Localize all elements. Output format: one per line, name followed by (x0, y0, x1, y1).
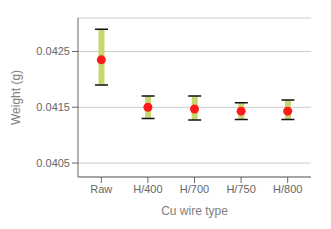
svg-text:Weight (g): Weight (g) (9, 70, 23, 125)
svg-text:H/750: H/750 (226, 183, 255, 195)
svg-text:0.0405: 0.0405 (36, 157, 70, 169)
svg-text:0.0425: 0.0425 (36, 45, 70, 57)
svg-text:0.0415: 0.0415 (36, 101, 70, 113)
svg-text:Cu wire type: Cu wire type (161, 204, 228, 218)
svg-text:H/400: H/400 (133, 183, 162, 195)
svg-text:H/700: H/700 (180, 183, 209, 195)
svg-text:Raw: Raw (90, 183, 112, 195)
svg-text:H/800: H/800 (273, 183, 302, 195)
